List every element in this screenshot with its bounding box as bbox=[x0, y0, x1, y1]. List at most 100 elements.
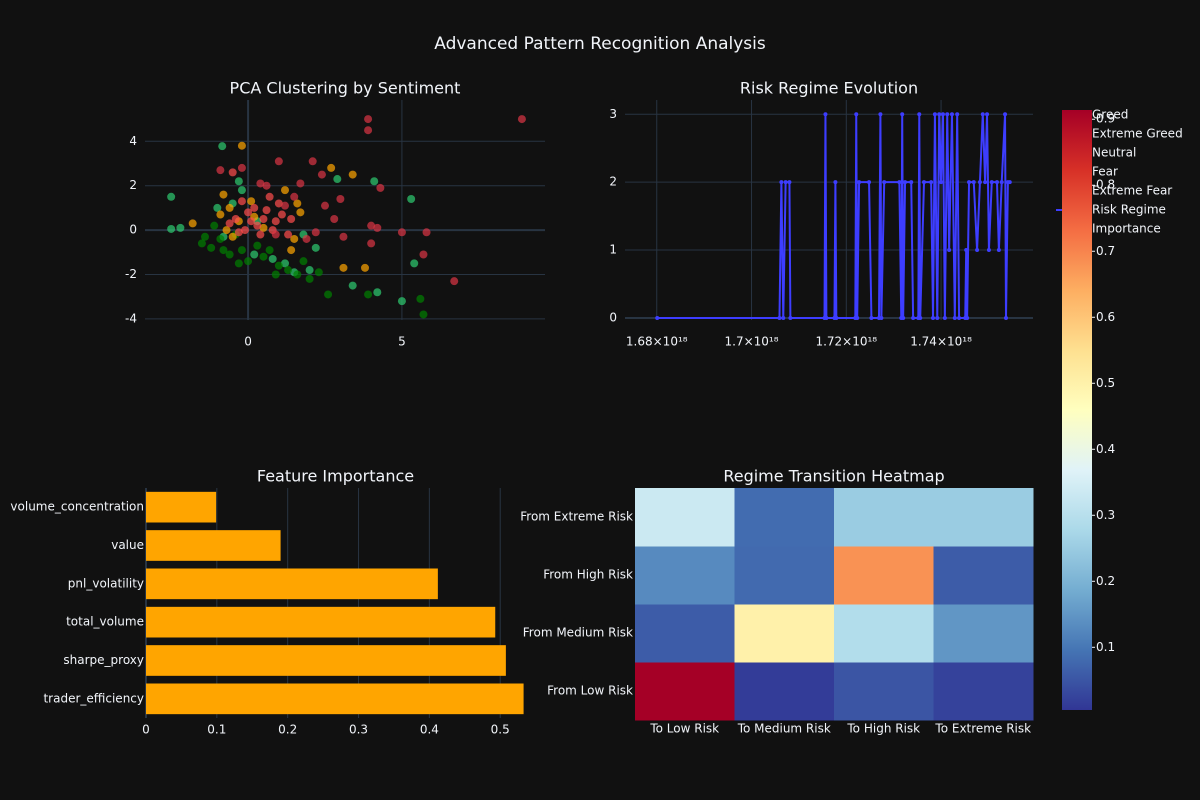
subplot-title: Feature Importance bbox=[257, 467, 414, 486]
scatter-point bbox=[517, 115, 526, 124]
line-point bbox=[903, 180, 908, 185]
scatter-point bbox=[361, 263, 369, 272]
scatter-point bbox=[176, 223, 185, 232]
x-tick-label: 5 bbox=[398, 335, 406, 349]
line-point bbox=[977, 180, 982, 185]
x-tick-label: 0.4 bbox=[420, 723, 439, 737]
scatter-point bbox=[410, 259, 419, 268]
line-point bbox=[655, 315, 660, 320]
line-point bbox=[929, 180, 934, 185]
scatter-point bbox=[348, 170, 357, 179]
line-point bbox=[999, 180, 1004, 185]
scatter-point bbox=[274, 157, 283, 166]
scatter-point bbox=[281, 201, 289, 210]
legend-label: Neutral bbox=[1092, 146, 1136, 160]
y-tick-label: pnl_volatility bbox=[68, 576, 144, 590]
line-point bbox=[1003, 112, 1008, 117]
x-tick-label: 0.1 bbox=[207, 723, 226, 737]
legend-label: Extreme Fear bbox=[1092, 184, 1172, 198]
y-tick-label: total_volume bbox=[66, 615, 144, 629]
line-point bbox=[932, 112, 937, 117]
line-point bbox=[996, 248, 1001, 253]
heatmap-cell bbox=[635, 604, 735, 663]
y-tick-label: value bbox=[111, 538, 144, 552]
line-point bbox=[781, 315, 786, 320]
scatter-point bbox=[419, 310, 428, 319]
scatter-point bbox=[216, 210, 225, 219]
bar bbox=[146, 491, 217, 523]
bar bbox=[146, 645, 506, 676]
line-point bbox=[945, 112, 950, 117]
x-tick-label: 0.2 bbox=[278, 723, 297, 737]
line-point bbox=[1003, 315, 1008, 320]
scatter-point bbox=[225, 203, 234, 212]
scatter-point bbox=[253, 221, 262, 230]
scatter-point bbox=[287, 246, 296, 255]
heatmap-cell bbox=[834, 488, 934, 547]
line-point bbox=[787, 180, 792, 185]
y-tick-label: 0 bbox=[129, 223, 137, 237]
y-tick-label: 2 bbox=[609, 175, 617, 189]
x-tick-label: 0.3 bbox=[349, 723, 368, 737]
x-tick-label: 1.68×10¹⁸ bbox=[626, 335, 688, 349]
colorbar-tick-label: 0.7 bbox=[1096, 244, 1115, 258]
subplot-title: PCA Clustering by Sentiment bbox=[230, 79, 461, 98]
scatter-point bbox=[305, 274, 314, 283]
scatter-point bbox=[422, 228, 431, 237]
line-point bbox=[955, 112, 960, 117]
scatter-point bbox=[324, 290, 333, 299]
scatter-point bbox=[231, 214, 240, 223]
heatmap-cell bbox=[635, 662, 735, 721]
scatter-point bbox=[416, 294, 425, 303]
x-tick-label: 1.74×10¹⁸ bbox=[910, 335, 972, 349]
scatter-point bbox=[219, 190, 228, 199]
scatter-point bbox=[216, 166, 225, 175]
y-tick-label: From Medium Risk bbox=[523, 626, 633, 640]
scatter-point bbox=[419, 250, 428, 259]
heatmap-cell bbox=[734, 546, 835, 605]
scatter-point bbox=[250, 250, 259, 259]
scatter-point bbox=[259, 223, 268, 232]
line-point bbox=[952, 315, 957, 320]
scatter-point bbox=[281, 186, 289, 195]
scatter-point bbox=[244, 208, 253, 217]
heatmap-cell bbox=[933, 488, 1034, 547]
line-point bbox=[965, 315, 970, 320]
scatter-point bbox=[274, 261, 283, 270]
scatter-point bbox=[210, 221, 219, 230]
scatter-point bbox=[197, 239, 206, 248]
scatter-point bbox=[339, 232, 348, 241]
scatter-point bbox=[228, 168, 237, 177]
scatter-point bbox=[234, 259, 243, 268]
line-point bbox=[901, 315, 906, 320]
scatter-point bbox=[321, 201, 329, 210]
scatter-point bbox=[314, 268, 323, 277]
scatter-point bbox=[256, 179, 265, 188]
bar bbox=[146, 568, 438, 600]
scatter-point bbox=[207, 243, 216, 252]
line-point bbox=[824, 315, 829, 320]
scatter-point bbox=[256, 230, 265, 239]
x-tick-label: 0 bbox=[244, 335, 252, 349]
line-point bbox=[909, 180, 914, 185]
scatter-point bbox=[268, 254, 277, 263]
colorbar-tick-label: 0.4 bbox=[1096, 442, 1115, 456]
colorbar-tick-label: 0.6 bbox=[1096, 310, 1115, 324]
subplot-title: Risk Regime Evolution bbox=[740, 79, 918, 98]
line-point bbox=[985, 112, 990, 117]
line-point bbox=[879, 315, 884, 320]
line-point bbox=[942, 315, 947, 320]
scatter-point bbox=[376, 183, 385, 192]
colorbar-tick-label: 0.3 bbox=[1096, 508, 1115, 522]
line-point bbox=[867, 180, 872, 185]
scatter-point bbox=[237, 163, 246, 172]
scatter-point bbox=[293, 270, 302, 279]
heatmap-cell bbox=[834, 662, 934, 721]
line-point bbox=[869, 315, 874, 320]
colorbar-tick-label: 0.2 bbox=[1096, 574, 1115, 588]
scatter-point bbox=[290, 192, 299, 201]
scatter-point bbox=[364, 115, 373, 124]
scatter-point bbox=[241, 226, 249, 235]
line-point bbox=[957, 315, 962, 320]
scatter-point bbox=[271, 270, 280, 279]
